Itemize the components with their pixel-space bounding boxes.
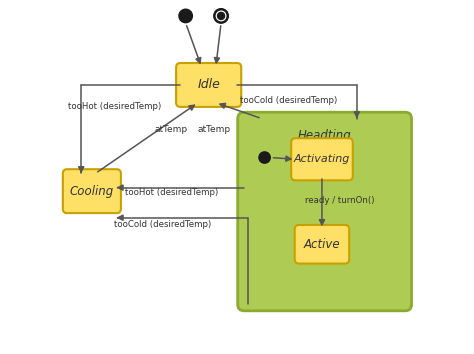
Circle shape — [179, 9, 192, 23]
Text: tooHot (desiredTemp): tooHot (desiredTemp) — [125, 188, 218, 198]
FancyBboxPatch shape — [176, 63, 241, 107]
FancyBboxPatch shape — [63, 169, 121, 213]
Text: Idle: Idle — [197, 79, 220, 91]
Text: tooHot (desiredTemp): tooHot (desiredTemp) — [68, 102, 162, 111]
FancyBboxPatch shape — [237, 112, 411, 311]
Circle shape — [259, 152, 270, 163]
Text: ready / turnOn(): ready / turnOn() — [305, 195, 374, 205]
Circle shape — [214, 9, 228, 23]
Circle shape — [218, 12, 225, 19]
Text: Active: Active — [304, 238, 340, 251]
Text: atTemp: atTemp — [198, 125, 230, 134]
Text: tooCold (desiredTemp): tooCold (desiredTemp) — [240, 96, 337, 105]
Text: Headting: Headting — [298, 129, 352, 142]
FancyBboxPatch shape — [291, 138, 353, 180]
Text: atTemp: atTemp — [155, 125, 188, 134]
Text: tooCold (desiredTemp): tooCold (desiredTemp) — [114, 220, 211, 229]
FancyBboxPatch shape — [295, 225, 349, 263]
Text: Cooling: Cooling — [70, 185, 114, 198]
Text: Activating: Activating — [294, 154, 350, 164]
